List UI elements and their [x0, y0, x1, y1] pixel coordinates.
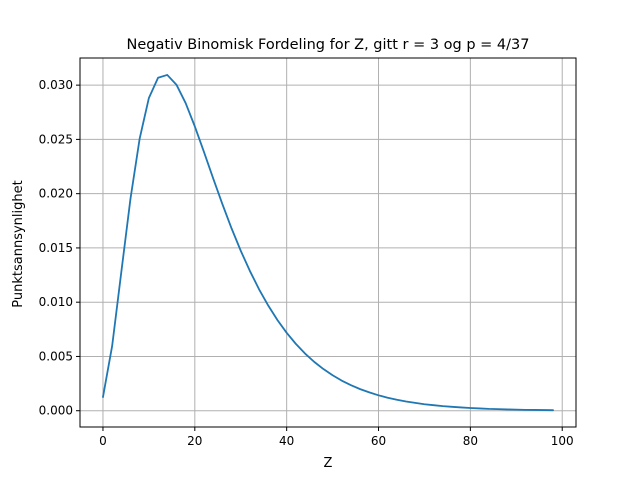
- y-tick-label: 0.030: [39, 78, 73, 92]
- axes-frame: [79, 57, 577, 428]
- x-tick-label: 20: [187, 434, 202, 448]
- y-tick-label: 0.025: [39, 132, 73, 146]
- x-tick-label: 0: [99, 434, 107, 448]
- y-tick-label: 0.005: [39, 349, 73, 363]
- plot-series: [102, 74, 554, 412]
- y-axis-label: Punktsannsynlighet: [11, 180, 26, 307]
- x-tick-label: 100: [551, 434, 574, 448]
- x-axis-label: Z: [324, 456, 333, 471]
- grid: [80, 58, 576, 427]
- y-tick-label: 0.015: [39, 241, 73, 255]
- chart-title: Negativ Binomisk Fordeling for Z, gitt r…: [127, 37, 530, 53]
- y-tick-label: 0.020: [39, 187, 73, 201]
- x-tick-label: 60: [371, 434, 386, 448]
- x-tick-label: 80: [463, 434, 478, 448]
- axis-ticks: 0 20 40 60 80 100 0.000 0.005 0.010 0.015 0.020 0.0…: [39, 78, 574, 448]
- series-line: [102, 74, 554, 412]
- x-tick-label: 40: [279, 434, 294, 448]
- y-tick-label: 0.010: [39, 295, 73, 309]
- y-tick-label: 0.000: [39, 404, 73, 418]
